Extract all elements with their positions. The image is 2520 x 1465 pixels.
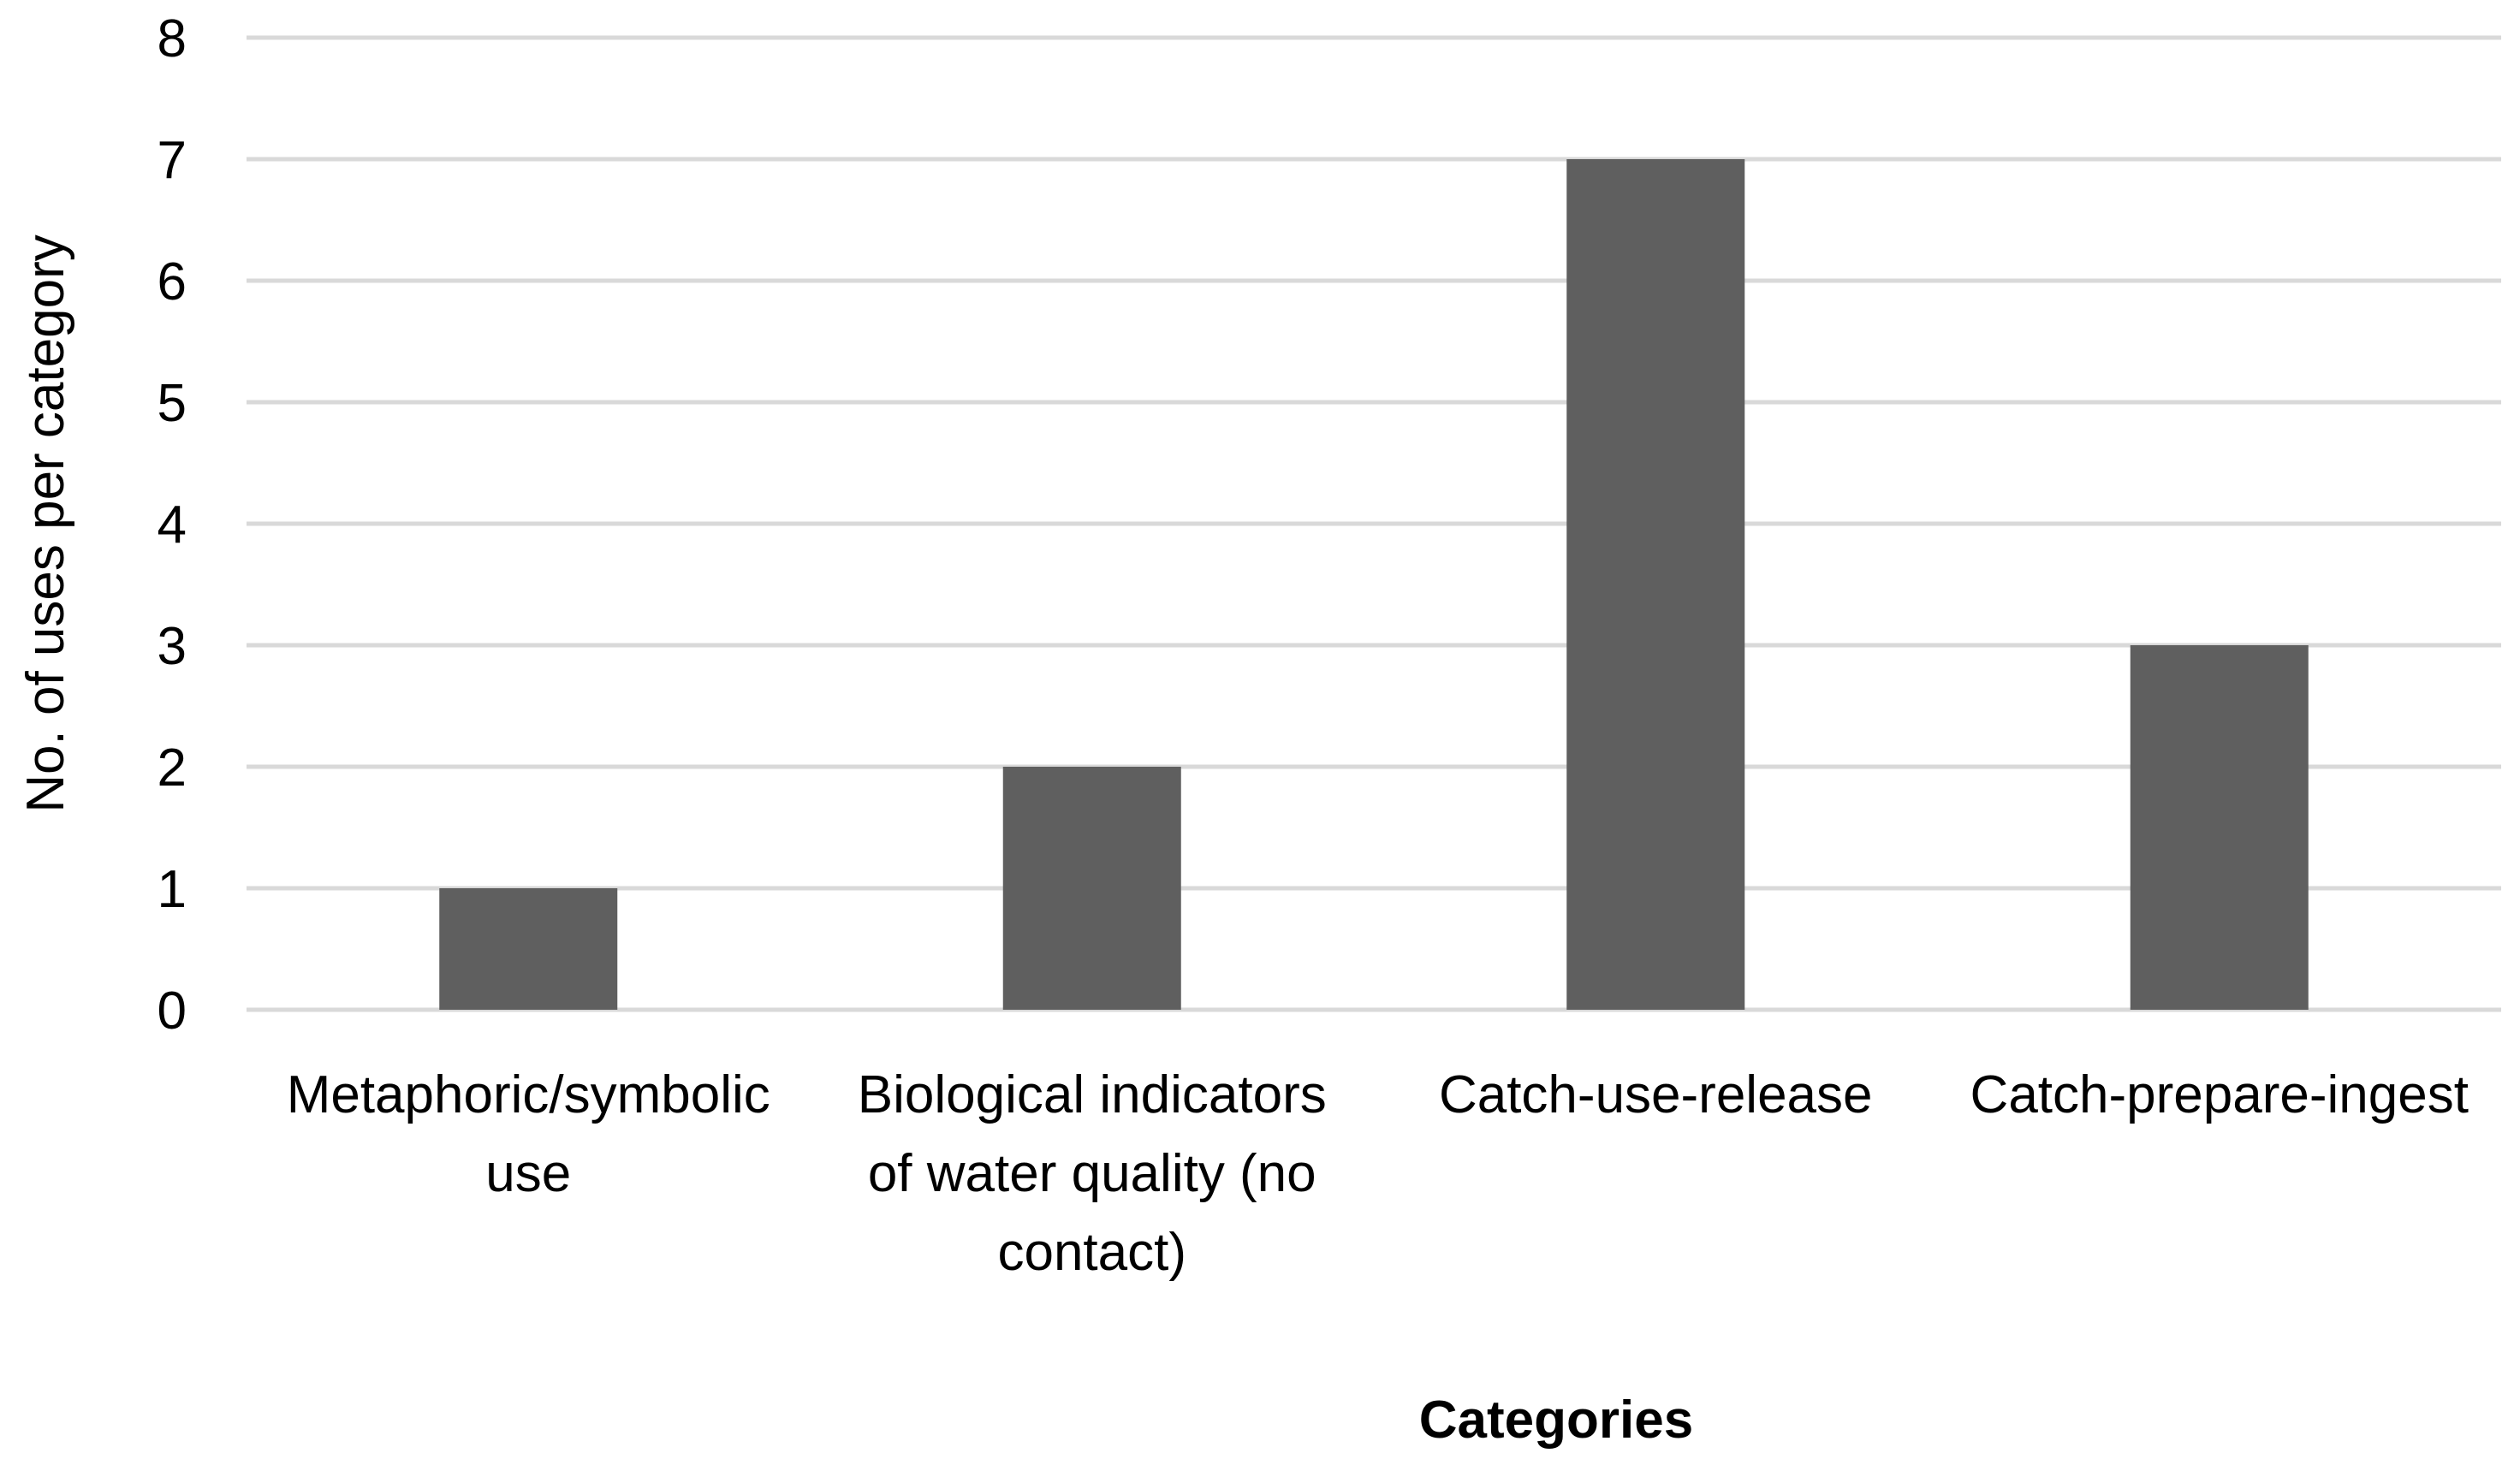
x-category-label: Catch-use-release	[1439, 1065, 1873, 1124]
x-category-label-line: Catch-use-release	[1439, 1065, 1873, 1124]
y-tick-label: 5	[158, 374, 187, 433]
bar-2	[1002, 767, 1181, 1010]
x-category-label: Biological indicators of water quality (n…	[858, 1065, 1327, 1282]
y-tick-label: 8	[158, 9, 187, 68]
bar-1	[439, 888, 618, 1010]
y-tick-label: 4	[158, 495, 187, 555]
gridlines	[247, 35, 2501, 1012]
x-category-label-line: use	[485, 1144, 571, 1203]
y-tick-label: 1	[158, 860, 187, 919]
y-tick-label: 3	[158, 617, 187, 676]
y-tick-label: 2	[158, 738, 187, 798]
y-tick-label: 0	[158, 982, 187, 1041]
x-category-label-line: Catch-prepare-ingest	[1970, 1065, 2469, 1124]
x-category-label-line: of water quality (no	[868, 1144, 1316, 1203]
x-category-label: Catch-prepare-ingest	[1970, 1065, 2469, 1124]
y-axis-title: No. of uses per category	[16, 234, 75, 812]
x-axis-title: Categories	[1419, 1391, 1693, 1450]
x-category-labels: Metaphoric/symbolic use Biological indicat…	[287, 1065, 2469, 1282]
bar-3	[1566, 159, 1745, 1010]
x-category-label-line: Biological indicators	[858, 1065, 1327, 1124]
bar-4	[2130, 645, 2309, 1010]
y-tick-label: 6	[158, 252, 187, 311]
bars	[439, 159, 2309, 1010]
x-category-label-line: contact)	[997, 1223, 1186, 1282]
y-tick-labels: 0 1 2 3 4 5 6 7 8	[158, 9, 187, 1041]
x-category-label-line: Metaphoric/symbolic	[287, 1065, 770, 1124]
y-tick-label: 7	[158, 131, 187, 190]
x-category-label: Metaphoric/symbolic use	[287, 1065, 770, 1203]
